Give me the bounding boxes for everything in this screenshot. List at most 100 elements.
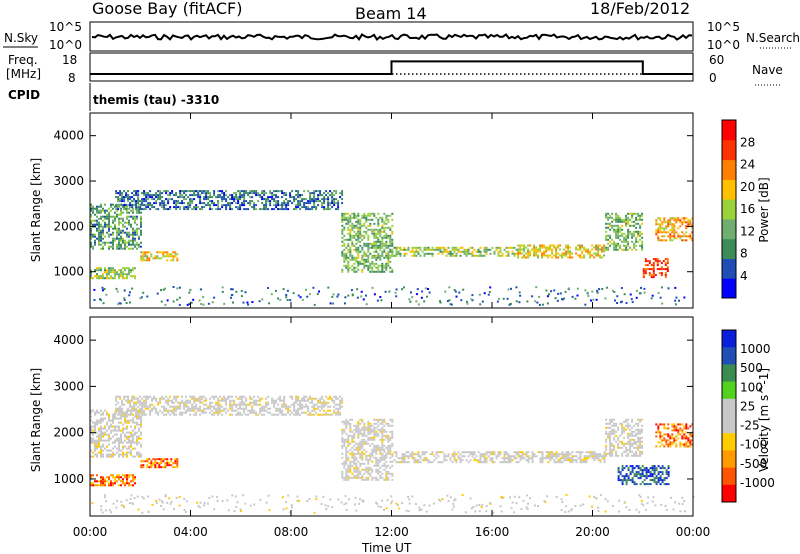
- echo-cell: [615, 248, 618, 251]
- echo-cell: [589, 256, 592, 259]
- echo-cell: [295, 399, 298, 402]
- echo-cell: [126, 241, 128, 244]
- echo-cell: [106, 421, 108, 424]
- echo-cell: [435, 451, 438, 454]
- echo-cell: [138, 427, 140, 430]
- echo-cell: [119, 194, 122, 197]
- echo-cell: [223, 196, 226, 199]
- echo-cell: [355, 246, 358, 249]
- echo-cell: [599, 459, 602, 462]
- echo-cell: [391, 254, 394, 257]
- echo-cell: [379, 246, 382, 249]
- echo-cell: [243, 200, 246, 203]
- echo-cell: [283, 204, 286, 207]
- echo-cell: [639, 226, 642, 229]
- echo-cell: [134, 267, 136, 270]
- echo-cell: [394, 291, 397, 294]
- echo-cell: [245, 208, 248, 211]
- echo-cell: [319, 200, 322, 203]
- echo-cell: [245, 192, 248, 195]
- echo-cell: [341, 440, 344, 443]
- echo-cell: [343, 238, 346, 241]
- echo-cell: [357, 460, 360, 463]
- echo-cell: [147, 397, 150, 400]
- echo-cell: [247, 194, 250, 197]
- echo-cell: [249, 397, 252, 400]
- echo-cell: [277, 297, 279, 300]
- echo-cell: [657, 235, 660, 238]
- echo-cell: [120, 449, 122, 452]
- echo-cell: [637, 240, 640, 243]
- echo-cell: [605, 446, 608, 449]
- echo-cell: [123, 200, 126, 203]
- echo-cell: [132, 447, 134, 450]
- echo-cell: [639, 432, 642, 435]
- echo-cell: [563, 457, 566, 460]
- echo-cell: [593, 246, 596, 249]
- echo-cell: [379, 456, 382, 459]
- echo-cell: [120, 435, 122, 438]
- echo-cell: [389, 266, 392, 269]
- echo-cell: [397, 461, 400, 464]
- echo-cell: [379, 240, 382, 243]
- echo-cell: [607, 226, 610, 229]
- echo-cell: [171, 401, 174, 404]
- echo-cell: [90, 429, 92, 432]
- echo-cell: [621, 430, 624, 433]
- echo-cell: [671, 225, 674, 228]
- echo-cell: [637, 448, 640, 451]
- echo-cell: [321, 397, 324, 400]
- echo-cell: [405, 455, 408, 458]
- echo-cell: [337, 206, 340, 209]
- echo-cell: [267, 403, 270, 406]
- echo-cell: [230, 296, 232, 299]
- echo-cell: [361, 234, 364, 237]
- echo-cell: [219, 196, 222, 199]
- echo-cell: [169, 405, 172, 408]
- echo-cell: [379, 270, 382, 273]
- echo-cell: [413, 457, 416, 460]
- echo-cell: [121, 200, 124, 203]
- echo-cell: [657, 292, 660, 295]
- echo-cell: [469, 246, 472, 249]
- echo-cell: [251, 301, 254, 303]
- echo-cell: [657, 239, 660, 242]
- echo-cell: [597, 453, 600, 456]
- echo-cell: [615, 430, 618, 433]
- echo-cell: [649, 473, 652, 476]
- echo-cell: [173, 409, 176, 412]
- echo-cell: [424, 287, 427, 290]
- echo-cell: [98, 437, 100, 440]
- echo-cell: [489, 286, 492, 289]
- echo-cell: [138, 415, 140, 418]
- echo-cell: [377, 240, 380, 243]
- echo-cell: [431, 461, 434, 464]
- echo-cell: [663, 467, 666, 470]
- echo-cell: [197, 190, 200, 193]
- echo-cell: [229, 198, 232, 201]
- echo-cell: [387, 436, 390, 439]
- echo-cell: [108, 273, 110, 276]
- echo-cell: [575, 248, 578, 251]
- echo-cell: [161, 395, 164, 398]
- echo-cell: [647, 471, 650, 474]
- echo-cell: [273, 200, 276, 203]
- echo-cell: [389, 256, 392, 259]
- echo-cell: [597, 252, 600, 255]
- echo-cell: [357, 262, 360, 265]
- echo-cell: [108, 415, 110, 418]
- echo-cell: [161, 206, 164, 209]
- echo-cell: [305, 395, 308, 398]
- echo-cell: [185, 190, 188, 193]
- echo-cell: [209, 405, 212, 408]
- echo-cell: [341, 254, 344, 257]
- echo-cell: [357, 446, 360, 449]
- echo-cell: [299, 202, 302, 205]
- echo-cell: [377, 228, 380, 231]
- echo-cell: [124, 267, 126, 270]
- echo-cell: [213, 395, 216, 398]
- echo-cell: [108, 433, 110, 436]
- echo-cell: [613, 230, 616, 233]
- echo-cell: [385, 236, 388, 239]
